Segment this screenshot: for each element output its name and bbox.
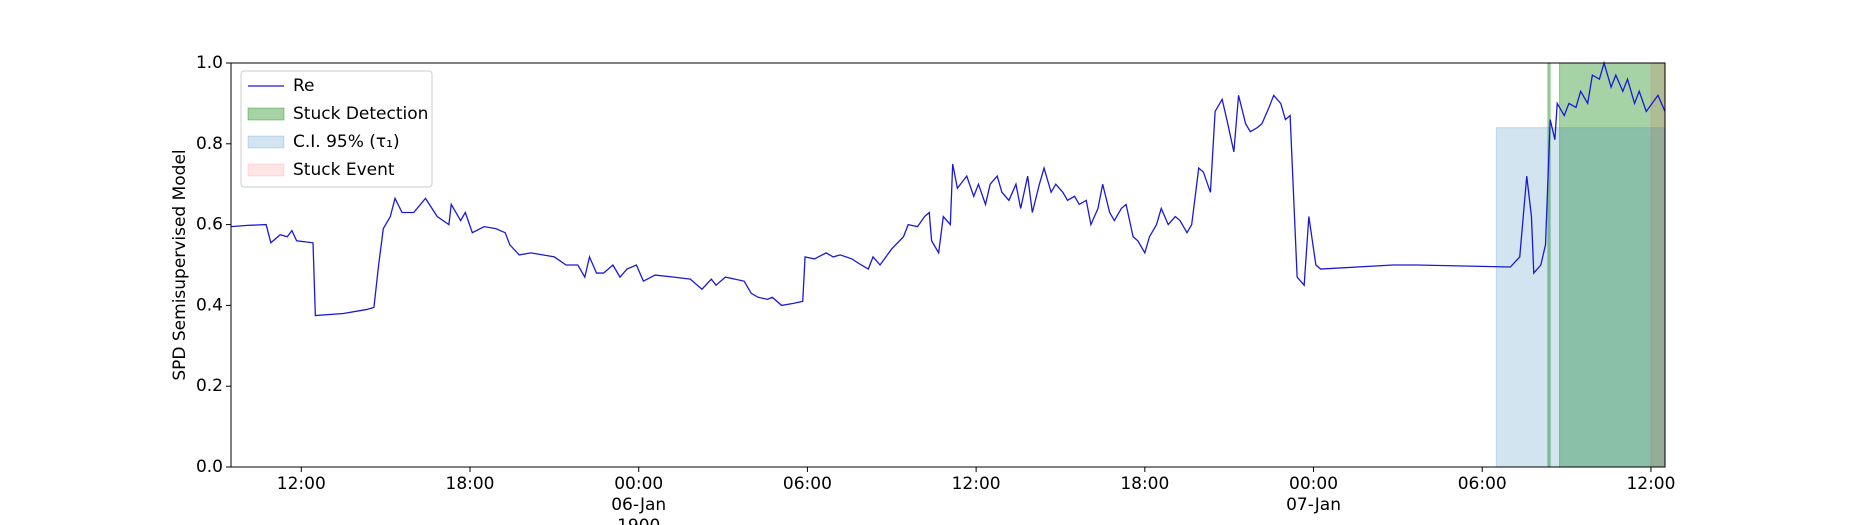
y-tick-label: 1.0 <box>196 53 223 73</box>
span <box>1650 62 1666 468</box>
legend-patch <box>247 107 285 121</box>
x-tick-label: 18:00 <box>1120 474 1169 494</box>
x-tick-label: 00:00 <box>1289 474 1338 494</box>
span <box>1495 127 1666 468</box>
legend-label: Re <box>293 76 315 96</box>
x-tick-label: 1900 <box>617 516 660 525</box>
x-tick-label: 07-Jan <box>1286 495 1341 515</box>
x-tick-label: 06:00 <box>1458 474 1507 494</box>
legend-patch <box>247 163 285 177</box>
y-tick-label: 0.4 <box>196 295 223 315</box>
x-tick-label: 12:00 <box>277 474 326 494</box>
y-tick-label: 0.2 <box>196 376 223 396</box>
legend-patch <box>247 135 285 149</box>
x-tick-label: 06-Jan <box>611 495 666 515</box>
legend-label: Stuck Event <box>293 160 395 180</box>
x-tick-label: 06:00 <box>783 474 832 494</box>
legend-label: C.I. 95% (τ₁) <box>293 132 400 152</box>
data-line <box>230 60 1666 317</box>
x-tick-label: 18:00 <box>446 474 495 494</box>
legend-box <box>240 70 433 188</box>
x-tick-label: 12:00 <box>952 474 1001 494</box>
y-axis-label: SPD Semisupervised Model <box>170 149 190 380</box>
legend-label: Stuck Detection <box>293 104 428 124</box>
y-tick-label: 0.6 <box>196 215 223 235</box>
x-tick-label: 00:00 <box>614 474 663 494</box>
y-tick-label: 0.8 <box>196 134 223 154</box>
plot-frame <box>230 62 1666 468</box>
y-tick-label: 0.0 <box>196 457 223 477</box>
x-tick-label: 12:00 <box>1626 474 1675 494</box>
